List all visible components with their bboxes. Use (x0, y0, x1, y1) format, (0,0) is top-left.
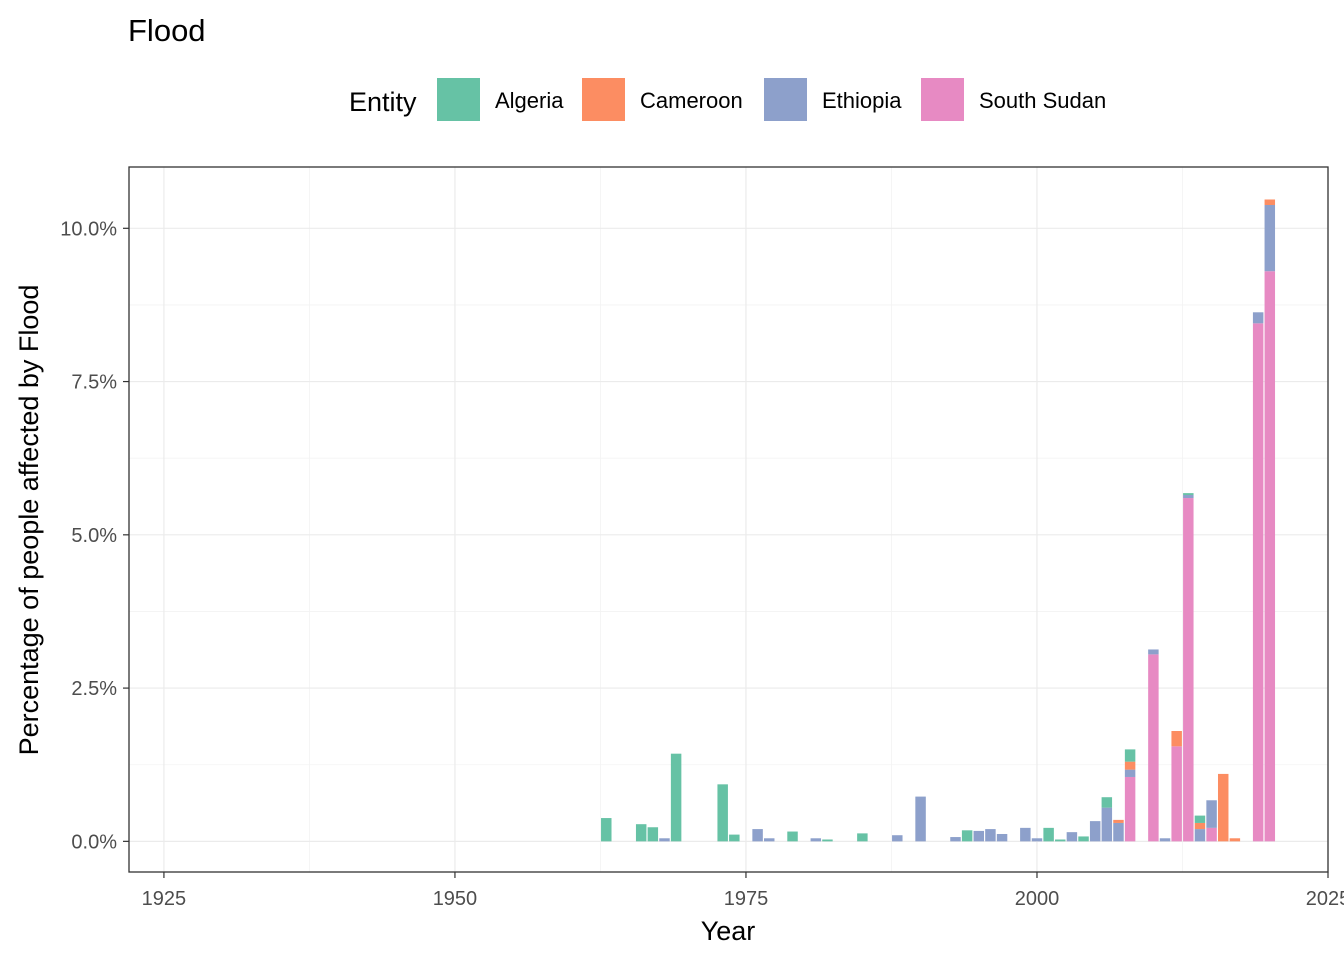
legend-label-algeria: Algeria (495, 88, 564, 113)
bar-algeria-2013 (1183, 493, 1194, 495)
legend-key-south-sudan (921, 78, 964, 121)
bar-cameroon-2008 (1124, 761, 1136, 770)
x-axis-title: Year (701, 916, 756, 946)
bar-ethiopia-1997 (996, 833, 1008, 842)
bar-ethiopia-2006 (1101, 807, 1113, 842)
y-tick-label: 10.0% (60, 218, 117, 240)
legend-label-cameroon: Cameroon (640, 88, 743, 113)
bar-cameroon-2014 (1194, 822, 1206, 830)
bar-ethiopia-2020 (1264, 205, 1276, 272)
bar-algeria-2008 (1124, 749, 1136, 762)
bar-ethiopia-2014 (1194, 829, 1206, 842)
bar-cameroon-2017 (1229, 838, 1241, 842)
bar-south-sudan-2015 (1206, 827, 1217, 842)
y-tick-label: 7.5% (71, 372, 117, 394)
bar-algeria-2002 (1055, 839, 1066, 842)
legend-key-algeria (437, 78, 480, 121)
bar-ethiopia-1993 (950, 837, 961, 842)
panel-border (128, 166, 1329, 873)
x-tick-label: 1925 (142, 888, 187, 910)
x-tick-label: 2000 (1015, 888, 1060, 910)
bar-ethiopia-2003 (1066, 832, 1078, 842)
bar-algeria-2004 (1078, 836, 1089, 842)
bar-cameroon-2012 (1171, 731, 1182, 747)
bar-algeria-1985 (857, 833, 868, 842)
bar-ethiopia-1988 (892, 835, 903, 842)
legend-label-south-sudan: South Sudan (979, 88, 1106, 113)
x-tick-label: 1950 (433, 888, 478, 910)
bar-algeria-1982 (822, 839, 833, 842)
y-tick-label: 2.5% (71, 678, 117, 700)
bar-ethiopia-2005 (1089, 821, 1101, 842)
bar-ethiopia-2000 (1031, 838, 1043, 842)
bar-ethiopia-2013 (1183, 494, 1194, 499)
bar-algeria-1969 (670, 753, 682, 842)
bar-south-sudan-2019 (1252, 323, 1264, 842)
legend-key-ethiopia (764, 78, 807, 121)
bar-cameroon-2016 (1217, 773, 1229, 842)
bar-algeria-1963 (601, 818, 612, 842)
bar-south-sudan-2020 (1264, 271, 1276, 842)
bar-south-sudan-2008 (1124, 776, 1136, 842)
bar-ethiopia-1995 (973, 830, 985, 842)
bar-algeria-1994 (961, 830, 973, 842)
y-axis-title: Percentage of people affected by Flood (14, 285, 44, 756)
bar-ethiopia-1990 (915, 796, 926, 842)
bar-ethiopia-2019 (1252, 312, 1264, 324)
bar-ethiopia-2011 (1159, 838, 1171, 842)
bar-ethiopia-2007 (1113, 822, 1124, 842)
bar-ethiopia-1996 (985, 829, 996, 842)
bar-algeria-2014 (1194, 815, 1206, 823)
bar-south-sudan-2012 (1171, 746, 1182, 842)
legend-title: Entity (349, 87, 417, 117)
bar-ethiopia-1981 (810, 838, 822, 842)
bar-cameroon-2020 (1264, 199, 1276, 206)
bar-ethiopia-2015 (1206, 800, 1217, 828)
y-tick-label: 0.0% (71, 831, 117, 853)
bar-algeria-1979 (787, 831, 798, 842)
x-tick-label: 2025 (1306, 888, 1344, 910)
legend-label-ethiopia: Ethiopia (822, 88, 902, 113)
bar-algeria-2006 (1101, 797, 1113, 808)
bar-cameroon-2007 (1113, 819, 1124, 823)
bar-ethiopia-1976 (752, 829, 763, 842)
bar-algeria-1967 (647, 827, 659, 842)
legend: Entity Algeria Cameroon Ethiopia South Suda… (349, 78, 1106, 121)
bar-ethiopia-1977 (764, 838, 775, 842)
bar-ethiopia-2008 (1124, 769, 1136, 777)
bar-ethiopia-1968 (659, 838, 670, 842)
bar-algeria-1973 (717, 784, 728, 842)
plot-area: 1925 1950 1975 2000 2025 0.0% 2.5% 5.0% 7.5% 10.0… (60, 166, 1344, 910)
legend-key-cameroon (582, 78, 625, 121)
bar-ethiopia-1999 (1020, 827, 1031, 842)
bar-algeria-2001 (1043, 827, 1054, 842)
bar-ethiopia-2010 (1148, 649, 1159, 655)
chart-title: Flood (128, 13, 206, 48)
bar-algeria-1966 (635, 824, 647, 842)
bar-algeria-1974 (729, 834, 740, 842)
x-tick-label: 1975 (724, 888, 769, 910)
y-tick-label: 5.0% (71, 525, 117, 547)
bar-south-sudan-2010 (1148, 654, 1159, 842)
bar-south-sudan-2013 (1183, 498, 1194, 842)
